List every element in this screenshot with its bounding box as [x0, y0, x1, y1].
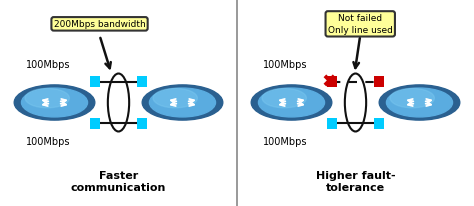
FancyBboxPatch shape	[374, 118, 384, 129]
Circle shape	[25, 89, 69, 108]
Circle shape	[390, 89, 434, 108]
FancyBboxPatch shape	[90, 118, 100, 129]
Text: 100Mbps: 100Mbps	[263, 60, 308, 70]
FancyBboxPatch shape	[90, 77, 100, 88]
Text: 200Mbps bandwidth: 200Mbps bandwidth	[54, 20, 146, 29]
Text: Not failed
Only line used: Not failed Only line used	[328, 14, 392, 35]
FancyBboxPatch shape	[374, 77, 384, 88]
Text: Faster
communication: Faster communication	[71, 170, 166, 192]
Circle shape	[379, 85, 460, 121]
Circle shape	[251, 85, 332, 121]
Text: 100Mbps: 100Mbps	[263, 136, 308, 146]
FancyBboxPatch shape	[137, 77, 147, 88]
Circle shape	[149, 89, 216, 117]
Circle shape	[153, 89, 197, 108]
Circle shape	[386, 89, 453, 117]
Text: ✖: ✖	[322, 74, 337, 91]
Text: Higher fault-
tolerance: Higher fault- tolerance	[316, 170, 395, 192]
Circle shape	[142, 85, 223, 121]
FancyBboxPatch shape	[137, 118, 147, 129]
Text: 100Mbps: 100Mbps	[26, 136, 71, 146]
Circle shape	[258, 89, 325, 117]
Circle shape	[262, 89, 306, 108]
Text: 100Mbps: 100Mbps	[26, 60, 71, 70]
Circle shape	[21, 89, 88, 117]
FancyBboxPatch shape	[327, 118, 337, 129]
Circle shape	[14, 85, 95, 121]
FancyBboxPatch shape	[327, 77, 337, 88]
